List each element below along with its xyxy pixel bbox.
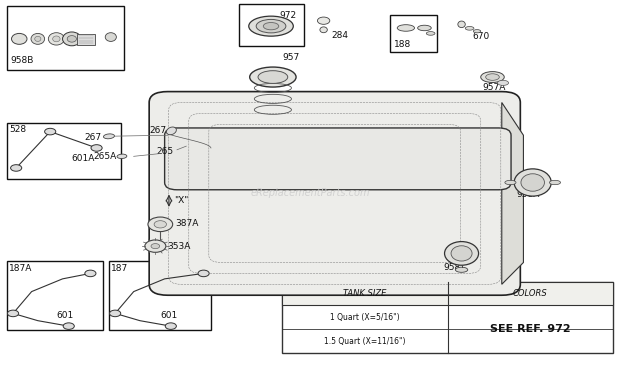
Text: 601: 601 — [161, 311, 177, 320]
Text: TANK SIZE: TANK SIZE — [343, 289, 387, 298]
FancyBboxPatch shape — [165, 128, 511, 190]
Bar — [7, 123, 122, 179]
Ellipse shape — [105, 33, 117, 41]
Text: 957: 957 — [282, 53, 299, 62]
Circle shape — [148, 217, 172, 231]
Ellipse shape — [514, 169, 551, 196]
Ellipse shape — [427, 32, 435, 35]
Text: 601A: 601A — [72, 154, 95, 163]
Text: 387A: 387A — [175, 219, 199, 228]
Ellipse shape — [521, 174, 544, 191]
Circle shape — [145, 240, 166, 252]
Bar — [391, 15, 437, 51]
Text: SEE REF. 972: SEE REF. 972 — [490, 324, 570, 334]
Bar — [109, 261, 211, 330]
Text: 187: 187 — [112, 264, 129, 273]
Ellipse shape — [117, 154, 127, 158]
FancyBboxPatch shape — [149, 92, 520, 295]
Text: 265A: 265A — [94, 152, 117, 161]
Ellipse shape — [258, 71, 288, 84]
Ellipse shape — [53, 36, 60, 42]
Ellipse shape — [256, 19, 286, 33]
Text: 267: 267 — [149, 126, 166, 135]
Bar — [239, 4, 304, 46]
Ellipse shape — [48, 33, 64, 45]
Text: 958: 958 — [443, 263, 460, 272]
Ellipse shape — [455, 267, 467, 272]
Ellipse shape — [31, 34, 45, 44]
Ellipse shape — [264, 23, 279, 30]
Text: "X": "X" — [174, 196, 188, 205]
Ellipse shape — [549, 180, 560, 185]
Ellipse shape — [497, 80, 508, 85]
Ellipse shape — [249, 16, 293, 36]
Ellipse shape — [465, 27, 474, 30]
Text: 528: 528 — [9, 126, 27, 134]
Polygon shape — [502, 103, 523, 284]
Text: 187A: 187A — [9, 264, 33, 273]
Circle shape — [11, 165, 22, 171]
Text: 958B: 958B — [10, 57, 33, 65]
Ellipse shape — [35, 36, 41, 41]
Ellipse shape — [480, 72, 504, 82]
Ellipse shape — [445, 242, 479, 265]
Circle shape — [110, 310, 121, 317]
Text: 1.5 Quart (X=11/16"): 1.5 Quart (X=11/16") — [324, 337, 405, 346]
Circle shape — [63, 323, 74, 329]
Ellipse shape — [397, 25, 415, 31]
Circle shape — [85, 270, 96, 277]
Bar — [7, 261, 103, 330]
Text: eReplacementParts.com: eReplacementParts.com — [250, 188, 370, 199]
Ellipse shape — [250, 67, 296, 87]
Text: 353A: 353A — [168, 242, 191, 251]
Ellipse shape — [320, 27, 327, 33]
Text: 972: 972 — [279, 11, 296, 20]
Circle shape — [166, 323, 176, 329]
Text: 265: 265 — [157, 147, 174, 156]
Circle shape — [91, 145, 102, 151]
Ellipse shape — [451, 246, 472, 261]
Bar — [78, 34, 95, 45]
Text: 670: 670 — [472, 32, 489, 41]
Ellipse shape — [104, 134, 115, 139]
Circle shape — [317, 17, 330, 24]
Ellipse shape — [12, 34, 27, 44]
Text: 601: 601 — [56, 311, 74, 320]
Bar — [282, 283, 613, 353]
Circle shape — [45, 128, 56, 135]
Ellipse shape — [485, 74, 499, 80]
Ellipse shape — [67, 36, 76, 42]
Bar — [282, 283, 613, 305]
Text: 1 Quart (X=5/16"): 1 Quart (X=5/16") — [330, 313, 400, 322]
Bar — [7, 6, 125, 70]
Circle shape — [151, 243, 160, 249]
Ellipse shape — [418, 25, 432, 31]
Ellipse shape — [167, 127, 176, 135]
Text: 957A: 957A — [482, 83, 505, 92]
Text: 267: 267 — [84, 133, 101, 142]
Ellipse shape — [473, 30, 480, 33]
Ellipse shape — [458, 21, 465, 28]
Text: 284: 284 — [332, 31, 348, 40]
Ellipse shape — [63, 32, 81, 46]
Circle shape — [154, 221, 167, 228]
Text: 958A: 958A — [516, 190, 539, 199]
Circle shape — [198, 270, 209, 277]
Text: COLORS: COLORS — [513, 289, 547, 298]
Text: 188: 188 — [394, 40, 411, 49]
Circle shape — [7, 310, 19, 317]
Ellipse shape — [505, 180, 516, 185]
